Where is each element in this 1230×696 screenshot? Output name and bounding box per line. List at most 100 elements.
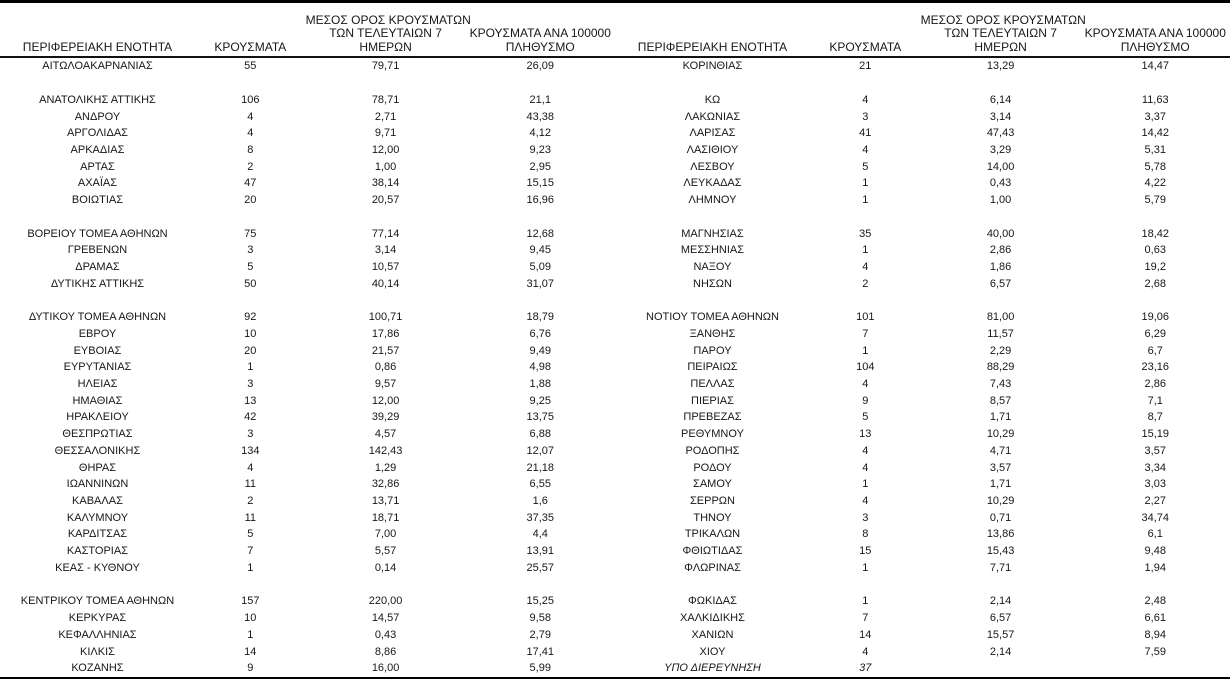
avg7-cell: 40,00 [986, 227, 1015, 240]
col-header-region: ΠΕΡΙΦΕΡΕΙΑΚΗ ΕΝΟΤΗΤΑ [22, 39, 173, 54]
cases-cell: 8 [247, 143, 254, 156]
cases-cell: 41 [859, 127, 872, 140]
cases-cell: 8 [862, 528, 869, 541]
table-row: ΥΠΟ ΔΙΕΡΕΥΝΗΣΗ 37 [615, 660, 1230, 677]
cases-cell: 4 [862, 260, 869, 273]
table-row: ΕΥΡΥΤΑΝΙΑΣ 1 0,86 4,98 [0, 359, 615, 376]
table-row: ΛΕΣΒΟΥ 5 14,00 5,78 [615, 158, 1230, 175]
per100k-cell: 5,31 [1144, 143, 1166, 156]
col-header-per100k: ΚΡΟΥΣΜΑΤΑ ΑΝΑ 100000 ΠΛΗΘΥΣΜΟ [469, 26, 611, 54]
region-cell: ΛΗΜΝΟΥ [688, 194, 737, 207]
avg7-cell: 0,43 [374, 628, 397, 641]
table-row [0, 75, 615, 92]
table-row [0, 208, 615, 225]
per100k-cell: 16,96 [526, 194, 555, 207]
table-row: ΛΑΣΙΘΙΟΥ 4 3,29 5,31 [615, 142, 1230, 159]
region-cell: ΕΥΒΟΙΑΣ [73, 344, 122, 357]
region-cell: ΒΟΡΕΙΟΥ ΤΟΜΕΑ ΑΘΗΝΩΝ [27, 227, 168, 240]
table-row: ΔΥΤΙΚΟΥ ΤΟΜΕΑ ΑΘΗΝΩΝ 92 100,71 18,79 [0, 309, 615, 326]
per100k-cell: 12,68 [526, 227, 555, 240]
region-cell: ΧΑΛΚΙΔΙΚΗΣ [680, 612, 745, 625]
cases-cell: 55 [244, 60, 257, 73]
table-row: ΝΟΤΙΟΥ ΤΟΜΕΑ ΑΘΗΝΩΝ 101 81,00 19,06 [615, 309, 1230, 326]
cases-cell: 11 [244, 511, 256, 524]
per100k-cell: 31,07 [526, 277, 555, 290]
table-row: ΦΘΙΩΤΙΔΑΣ 15 15,43 9,48 [615, 543, 1230, 560]
per100k-cell: 1,88 [529, 378, 551, 391]
cases-cell: 13 [244, 394, 257, 407]
col-header-cases: ΚΡΟΥΣΜΑΤΑ [214, 39, 287, 54]
avg7-cell: 0,14 [374, 561, 397, 574]
avg7-cell: 2,86 [989, 244, 1012, 257]
avg7-cell: 32,86 [371, 478, 400, 491]
table-row: ΘΕΣΠΡΩΤΙΑΣ 3 4,57 6,88 [0, 426, 615, 443]
table-row: ΤΗΝΟΥ 3 0,71 34,74 [615, 509, 1230, 526]
table-row: ΑΝΑΤΟΛΙΚΗΣ ΑΤΤΙΚΗΣ 106 78,71 21,1 [0, 91, 615, 108]
region-cell: ΥΠΟ ΔΙΕΡΕΥΝΗΣΗ [664, 662, 761, 675]
cases-cell: 2 [862, 277, 869, 290]
cases-cell: 5 [247, 528, 254, 541]
table-row: ΣΑΜΟΥ 1 1,71 3,03 [615, 476, 1230, 493]
table-row: ΓΡΕΒΕΝΩΝ 3 3,14 9,45 [0, 242, 615, 259]
cases-cell: 134 [241, 444, 260, 457]
region-cell: ΡΕΘΥΜΝΟΥ [681, 428, 744, 441]
per100k-cell: 15,15 [526, 177, 555, 190]
region-cell: ΑΧΑΪΑΣ [77, 177, 118, 190]
per100k-cell: 15,19 [1141, 428, 1170, 441]
per100k-cell: 2,48 [1144, 595, 1166, 608]
avg7-cell: 11,57 [987, 327, 1014, 340]
per100k-cell: 19,2 [1144, 260, 1166, 273]
cases-cell: 1 [862, 344, 869, 357]
per100k-cell: 9,23 [529, 143, 551, 156]
avg7-cell: 1,29 [374, 461, 397, 474]
region-cell: ΚΑΣΤΟΡΙΑΣ [66, 545, 129, 558]
per100k-cell: 15,25 [526, 595, 555, 608]
region-cell: ΜΕΣΣΗΝΙΑΣ [680, 244, 745, 257]
cases-cell: 5 [862, 160, 869, 173]
table-row: ΚΕΝΤΡΙΚΟΥ ΤΟΜΕΑ ΑΘΗΝΩΝ 157 220,00 15,25 [0, 593, 615, 610]
per100k-cell: 18,42 [1141, 227, 1170, 240]
per100k-cell: 18,79 [526, 311, 555, 324]
region-cell: ΚΟΡΙΝΘΙΑΣ [682, 60, 743, 73]
avg7-cell: 16,00 [371, 662, 400, 675]
cases-cell: 37 [859, 662, 872, 675]
avg7-cell: 7,71 [989, 561, 1012, 574]
table-row: ΑΝΔΡΟΥ 4 2,71 43,38 [0, 108, 615, 125]
per100k-cell: 6,88 [529, 428, 551, 441]
cases-cell: 4 [862, 461, 869, 474]
cases-cell: 42 [244, 411, 257, 424]
avg7-cell: 13,71 [371, 495, 400, 508]
per100k-cell: 5,09 [529, 260, 551, 273]
avg7-cell: 4,71 [989, 444, 1012, 457]
per100k-cell: 6,61 [1144, 612, 1166, 625]
table-row: ΚΕΦΑΛΛΗΝΙΑΣ 1 0,43 2,79 [0, 626, 615, 643]
region-cell: ΠΕΙΡΑΙΩΣ [687, 361, 738, 374]
cases-cell: 20 [244, 344, 257, 357]
table-row: ΠΑΡΟΥ 1 2,29 6,7 [615, 342, 1230, 359]
per100k-cell: 2,68 [1144, 277, 1166, 290]
per100k-cell: 5,99 [529, 662, 551, 675]
per100k-cell: 2,79 [529, 628, 551, 641]
region-cell: ΚΙΛΚΙΣ [80, 645, 115, 658]
table-row: ΛΕΥΚΑΔΑΣ 1 0,43 4,22 [615, 175, 1230, 192]
region-cell: ΔΡΑΜΑΣ [75, 260, 120, 273]
per100k-cell: 8,7 [1147, 411, 1163, 424]
region-cell: ΘΗΡΑΣ [78, 461, 117, 474]
cases-cell: 4 [862, 495, 869, 508]
region-cell: ΑΡΓΟΛΙΔΑΣ [66, 127, 128, 140]
avg7-cell: 13,86 [986, 528, 1015, 541]
region-cell: ΓΡΕΒΕΝΩΝ [67, 244, 128, 257]
cases-cell: 4 [247, 461, 254, 474]
region-cell: ΘΕΣΣΑΛΟΝΙΚΗΣ [54, 444, 141, 457]
avg7-cell: 39,29 [371, 411, 400, 424]
region-cell: ΠΙΕΡΙΑΣ [691, 394, 734, 407]
table-row: ΗΛΕΙΑΣ 3 9,57 1,88 [0, 376, 615, 393]
region-cell: ΜΑΓΝΗΣΙΑΣ [681, 227, 744, 240]
region-cell: ΚΑΡΔΙΤΣΑΣ [67, 528, 128, 541]
avg7-cell: 14,57 [371, 612, 400, 625]
avg7-cell: 3,29 [989, 143, 1012, 156]
cases-cell: 3 [247, 378, 254, 391]
cases-cell: 104 [856, 361, 875, 374]
table-row [615, 292, 1230, 309]
table-row: ΧΑΝΙΩΝ 14 15,57 8,94 [615, 626, 1230, 643]
